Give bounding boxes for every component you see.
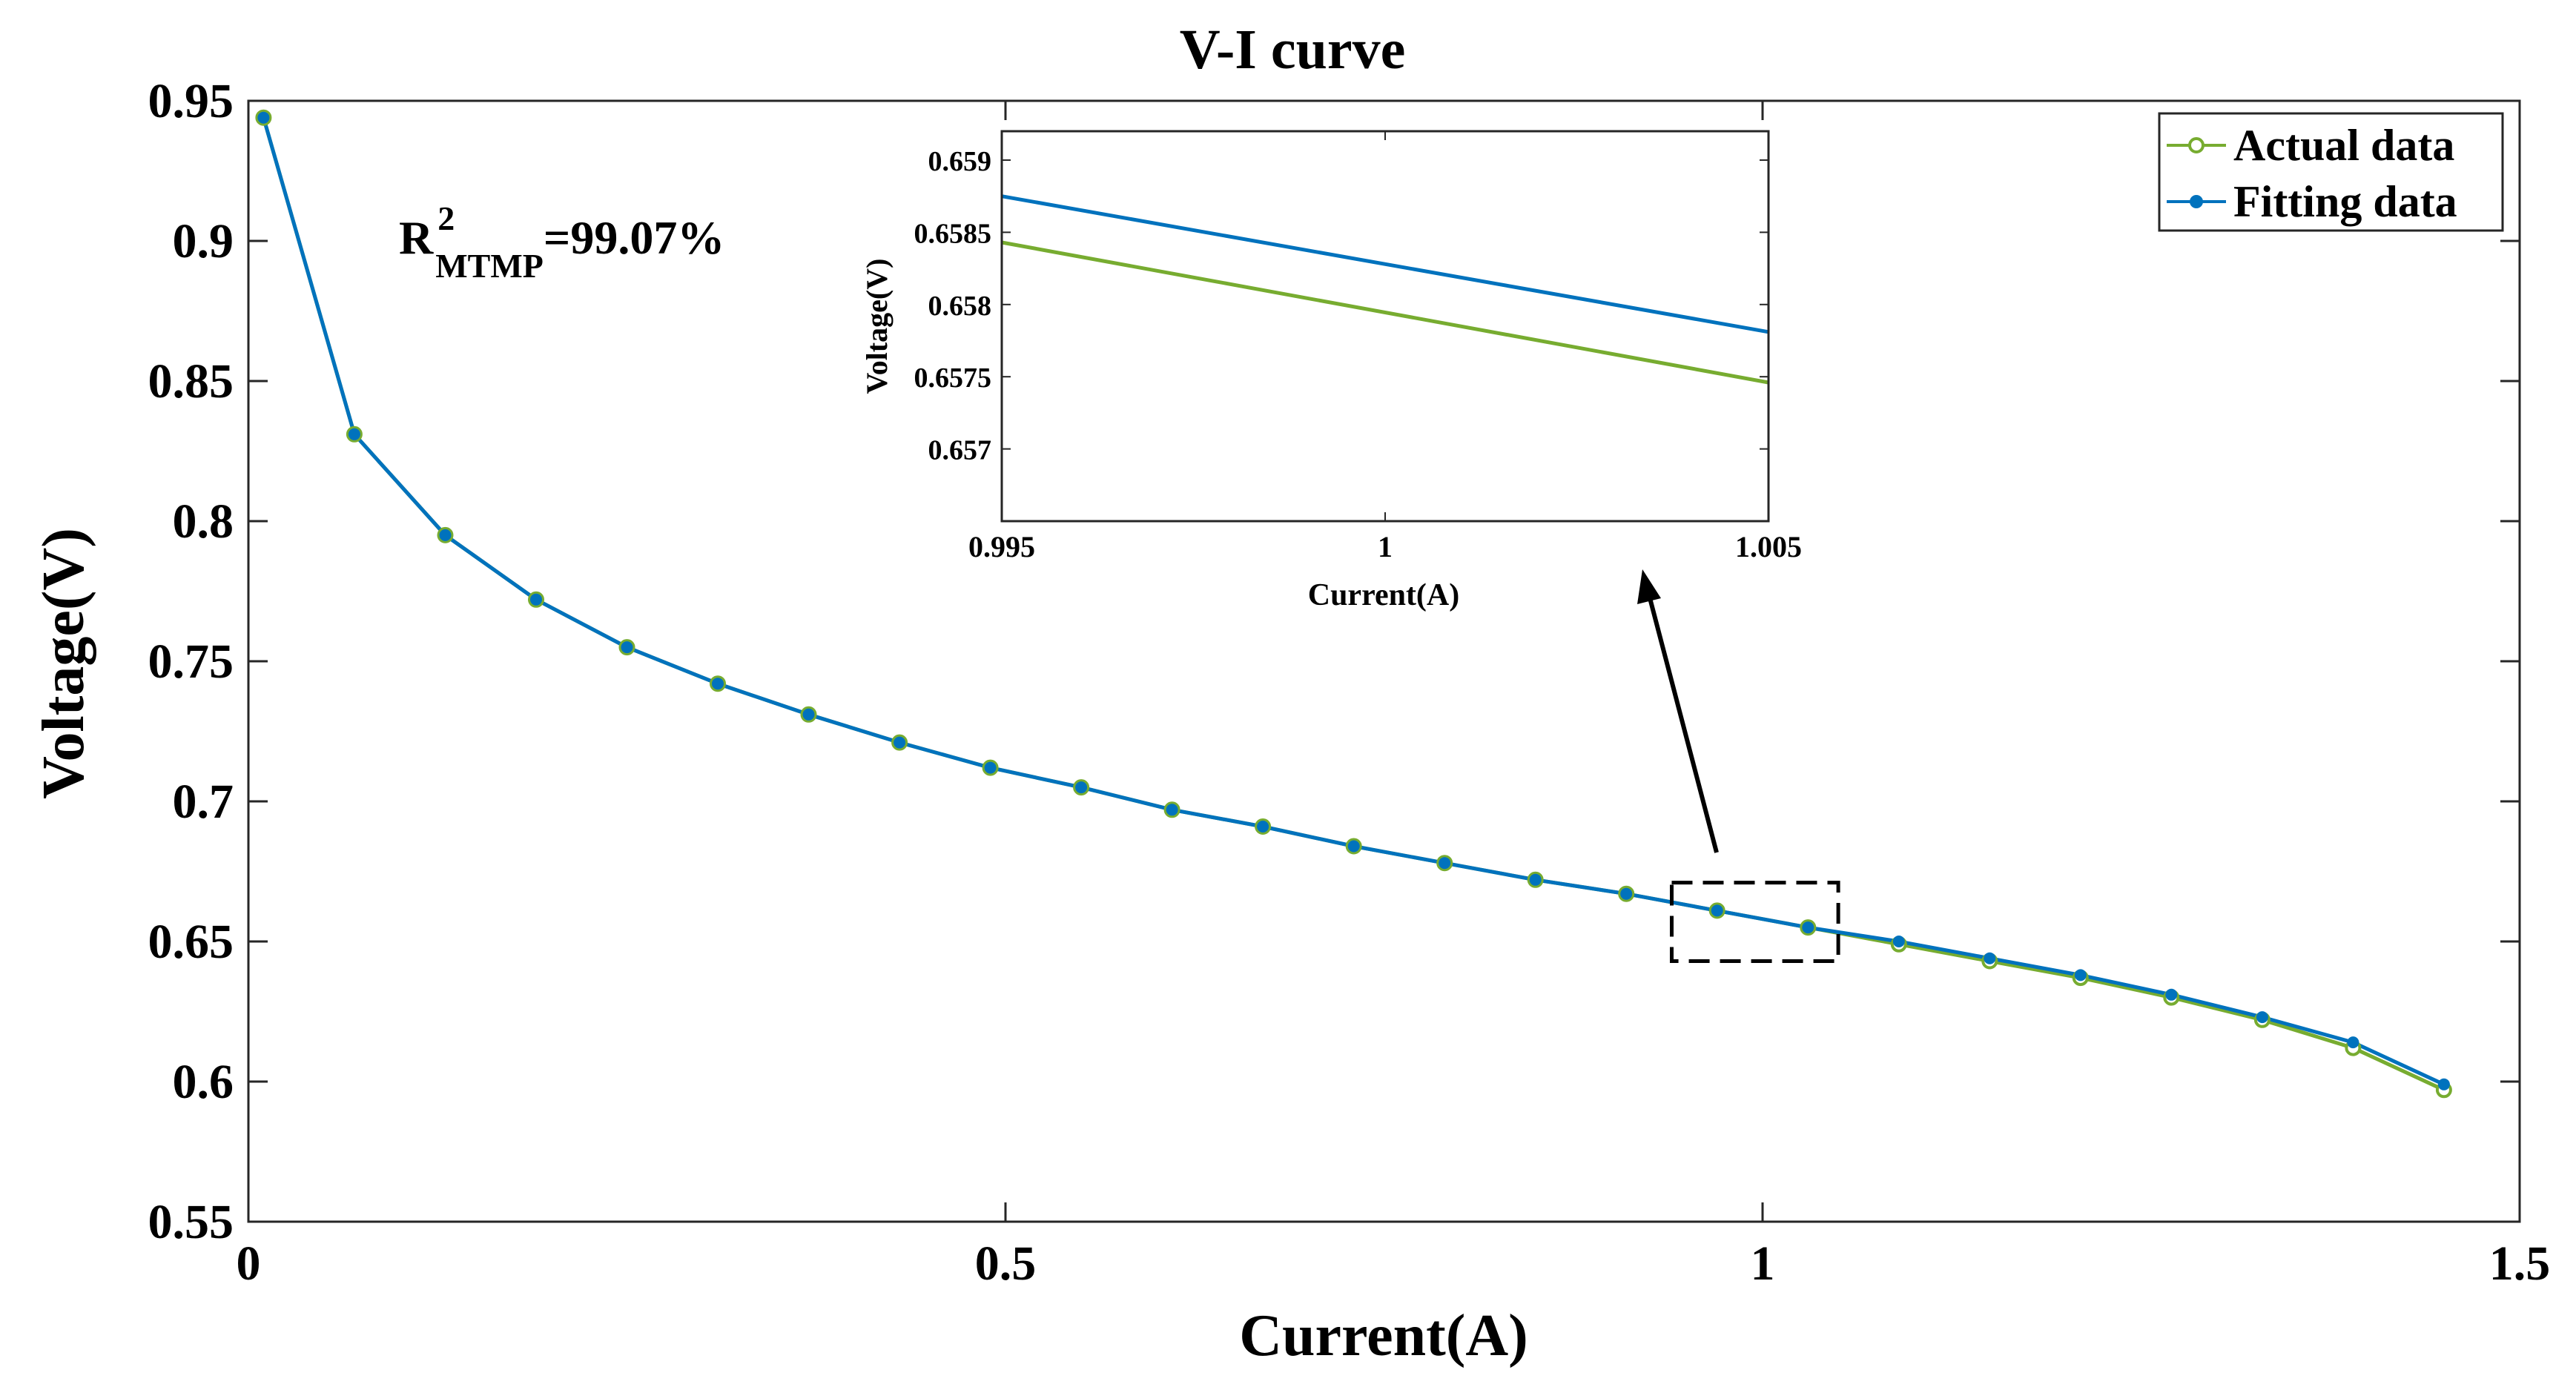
- main-tick-labels: 0 0.5 1 1.5 0.55 0.6 0.65 0.7 0.75 0.8 0.85 0.9 0.95: [148, 74, 2551, 1291]
- y-tick-label: 0.95: [148, 74, 234, 128]
- x-tick-label: 1.5: [2489, 1237, 2551, 1291]
- inset-y-tick-label: 0.657: [928, 435, 992, 466]
- legend: Actual data Fitting data: [2158, 112, 2504, 232]
- data-point-fitting: [1620, 887, 1633, 900]
- data-point-fitting: [2347, 1036, 2359, 1049]
- inset-background: [1002, 131, 1768, 521]
- inset-x-tick-label: 1.005: [1735, 530, 1802, 563]
- data-point-fitting: [2165, 988, 2178, 1001]
- main-plot-frame: [247, 99, 2521, 1223]
- y-axis-label: Voltage(V): [31, 528, 96, 799]
- y-tick-label: 0.8: [173, 494, 234, 549]
- legend-item-actual: Actual data: [2167, 121, 2454, 170]
- data-point-fitting: [1529, 873, 1542, 886]
- data-point-fitting: [1075, 781, 1088, 794]
- data-point-fitting: [439, 529, 452, 541]
- x-tick-label: 1: [1751, 1237, 1775, 1291]
- chart-title: V-I curve: [1180, 19, 1406, 81]
- inset-y-tick-label: 0.6575: [914, 363, 992, 394]
- data-point-fitting: [712, 678, 724, 690]
- zoom-arrow: [1637, 569, 1719, 853]
- data-point-fitting: [348, 428, 360, 440]
- y-tick-label: 0.65: [148, 915, 234, 969]
- data-point-fitting: [1711, 904, 1723, 917]
- inset-x-tick-label: 1: [1378, 530, 1393, 563]
- r-squared-base: R: [399, 211, 434, 264]
- data-point-fitting: [530, 593, 542, 606]
- x-tick-label: 0.5: [975, 1237, 1037, 1291]
- data-point-fitting: [1439, 857, 1451, 870]
- legend-label-actual: Actual data: [2233, 121, 2454, 170]
- data-point-fitting: [1166, 804, 1178, 816]
- r-squared-subscript: MTMP: [435, 247, 544, 285]
- r-squared-superscript: 2: [437, 199, 455, 237]
- data-point-fitting: [802, 708, 815, 721]
- data-point-fitting: [1892, 936, 1905, 947]
- inset-y-tick-label: 0.659: [928, 146, 992, 177]
- inset-series-line-actual: [1001, 240, 1769, 385]
- inset-y-tick-label: 0.6585: [914, 218, 992, 249]
- y-tick-label: 0.9: [173, 214, 234, 268]
- data-point-fitting: [1802, 921, 1814, 934]
- r-squared-annotation: R 2 MTMP=99.07%: [399, 199, 724, 285]
- data-point-fitting: [894, 736, 906, 749]
- x-tick-label: 0: [237, 1237, 261, 1291]
- r-squared-value: =99.07%: [544, 211, 724, 264]
- inset-y-tick-label: 0.658: [928, 291, 992, 322]
- data-point-fitting: [621, 641, 633, 654]
- main-plot-series: [255, 109, 2452, 1099]
- inset-x-tick-label: 0.995: [968, 530, 1035, 563]
- inset-plot-series: [1001, 194, 1769, 385]
- legend-box: [2158, 112, 2504, 232]
- legend-label-fitting: Fitting data: [2233, 177, 2457, 226]
- y-tick-label: 0.75: [148, 635, 234, 689]
- data-point-fitting: [1984, 952, 1996, 964]
- x-axis-label: Current(A): [1239, 1303, 1528, 1368]
- zoom-region-box: [1669, 881, 1840, 963]
- inset-tick-labels: 0.995 1 1.005 0.657 0.6575 0.658 0.6585 0.659: [914, 146, 1803, 563]
- inset-series-line-fitting: [1001, 194, 1769, 334]
- inset-axes-ticks: [1001, 131, 1769, 521]
- data-point-fitting: [2256, 1011, 2268, 1024]
- legend-item-fitting: Fitting data: [2167, 177, 2457, 226]
- data-point-fitting: [1257, 821, 1269, 832]
- data-point-fitting: [2074, 969, 2087, 982]
- y-tick-label: 0.6: [173, 1055, 234, 1109]
- data-point-fitting: [2437, 1078, 2450, 1090]
- data-point-fitting: [984, 761, 997, 774]
- y-tick-label: 0.85: [148, 354, 234, 408]
- inset-frame: [1000, 130, 1770, 523]
- inset-x-axis-label: Current(A): [1308, 578, 1460, 612]
- y-tick-label: 0.55: [148, 1195, 234, 1249]
- data-point-fitting: [1347, 840, 1360, 853]
- inset-y-axis-label: Voltage(V): [860, 259, 894, 394]
- y-tick-label: 0.7: [173, 775, 234, 829]
- data-point-fitting: [257, 111, 270, 124]
